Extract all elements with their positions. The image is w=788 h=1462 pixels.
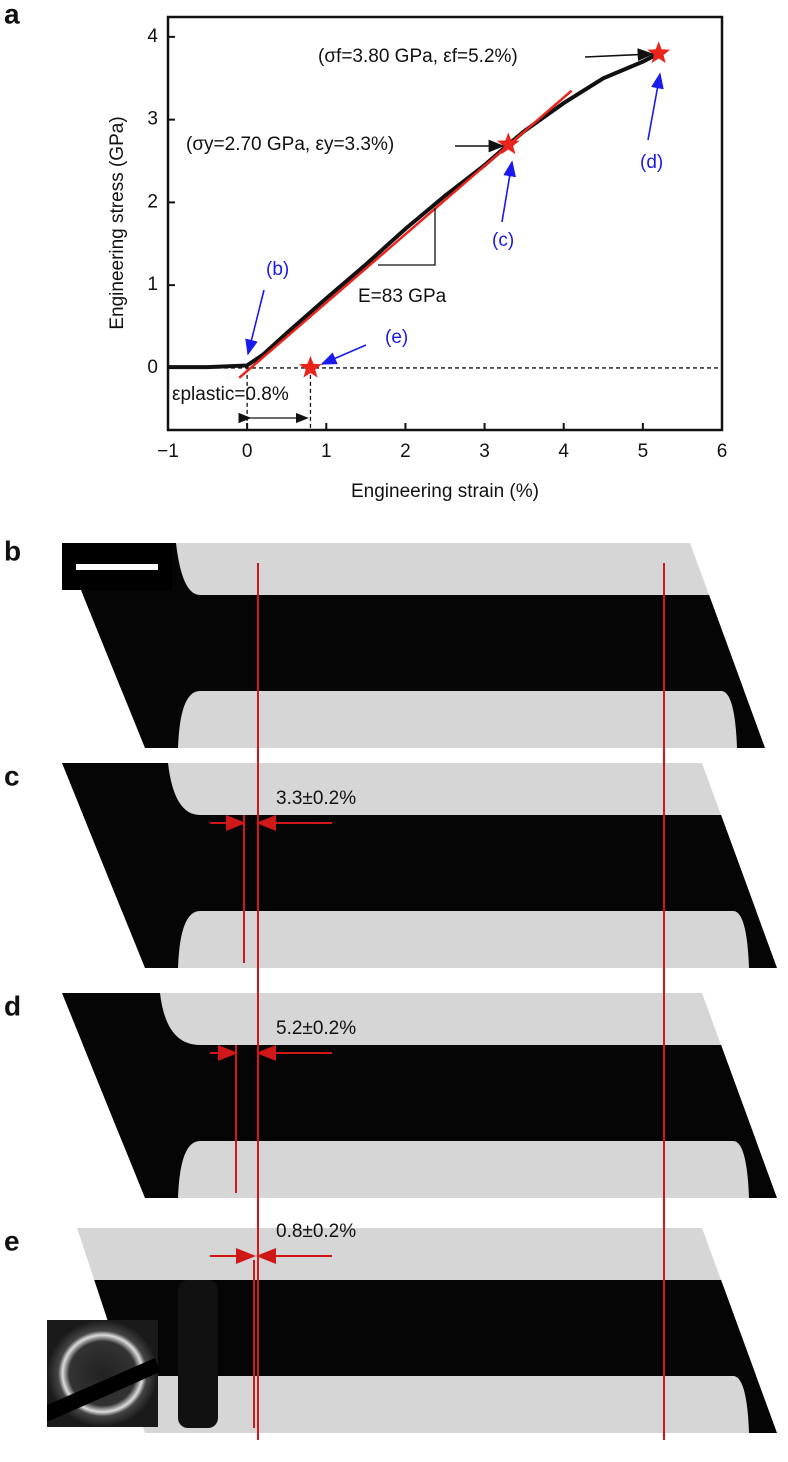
strain-label: 3.3±0.2% xyxy=(276,788,356,809)
plot-frame xyxy=(166,15,724,432)
annotation-arrow xyxy=(245,289,265,356)
annotation: (σy=2.70 GPa, εy=3.3%) xyxy=(186,134,394,155)
y-tick-label: 2 xyxy=(147,191,158,212)
annotation: εplastic=0.8% xyxy=(172,384,289,405)
x-tick-label: −1 xyxy=(157,441,179,462)
micrograph xyxy=(62,763,777,968)
marker-star xyxy=(496,132,520,155)
marker-star xyxy=(299,355,322,378)
scale-bar xyxy=(76,564,158,570)
y-tick-label: 3 xyxy=(147,109,158,130)
series-line xyxy=(168,51,660,370)
panel-label: d xyxy=(4,990,21,1021)
micrographs: 3.3±0.2% 5.2±0.2% 0.8±0.2% xyxy=(47,543,777,1440)
marker-star xyxy=(647,41,671,64)
x-tick-label: 2 xyxy=(400,441,411,462)
annotation-arrow xyxy=(584,48,654,62)
panel-label: e xyxy=(4,1225,20,1256)
micrograph xyxy=(62,993,777,1198)
beam-stop xyxy=(47,1358,160,1422)
panel-label: b xyxy=(4,535,21,566)
annotation: (c) xyxy=(492,230,514,251)
plot: −1 0 1 2 3 4 5 6 0 1 2 3 4 (σf=3.80 GPa, εf=5.2%) (σy=… xyxy=(147,15,728,462)
x-tick-label: 5 xyxy=(638,441,649,462)
y-tick-label: 4 xyxy=(147,26,158,47)
x-tick-label: 1 xyxy=(321,441,332,462)
x-tick-label: 0 xyxy=(242,441,253,462)
annotation: (σf=3.80 GPa, εf=5.2%) xyxy=(318,46,518,67)
grip xyxy=(62,763,200,968)
x-tick-label: 4 xyxy=(558,441,569,462)
grip xyxy=(178,1280,218,1428)
annotation-arrow xyxy=(320,344,367,365)
slope-triangle xyxy=(378,208,436,266)
x-tick-label: 3 xyxy=(479,441,490,462)
annotation: (d) xyxy=(640,152,663,173)
y-tick-label: 1 xyxy=(147,274,158,295)
strain-label: 0.8±0.2% xyxy=(276,1221,356,1242)
x-tick-label: 6 xyxy=(717,441,728,462)
y-tick-label: 0 xyxy=(147,357,158,378)
micrograph xyxy=(62,543,765,748)
strain-label: 5.2±0.2% xyxy=(276,1018,356,1039)
annotation: (e) xyxy=(385,327,408,348)
x-axis-title: Engineering strain (%) xyxy=(351,481,539,502)
annotation-arrow xyxy=(647,72,664,141)
annotation: E=83 GPa xyxy=(358,286,447,307)
panel-label: a xyxy=(4,0,20,29)
series-line xyxy=(238,89,573,379)
annotation: (b) xyxy=(266,259,289,280)
micrograph xyxy=(77,1228,777,1433)
annotation-arrow xyxy=(501,160,516,223)
y-axis-title: Engineering stress (GPa) xyxy=(107,116,128,329)
panel-label: c xyxy=(4,760,20,791)
